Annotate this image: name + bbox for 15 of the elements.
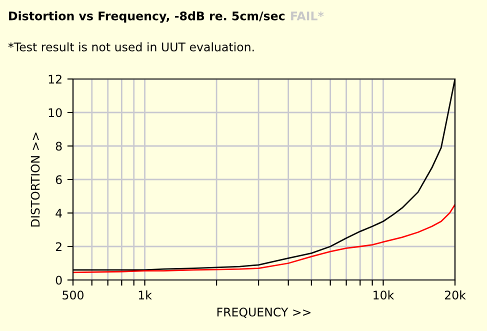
x-tick-label: 500 [62, 290, 84, 300]
y-axis-title: DISTORTION >> [30, 132, 40, 226]
y-tick-label: 6 [56, 175, 62, 184]
x-axis-title: FREQUENCY >> [217, 308, 310, 318]
x-tick-label: 1k [138, 290, 152, 300]
y-tick-label: 2 [56, 242, 62, 251]
text: *Test result is not used in UUT evaluation. [8, 42, 254, 52]
x-tick-label: 20k [444, 290, 466, 300]
chart-title: Distortion vs Frequency, -8dB re. 5cm/sec [9, 11, 285, 23]
y-tick-label: 0 [56, 276, 62, 285]
y-tick-label: 10 [48, 108, 62, 118]
y-tick-label: 8 [56, 142, 62, 151]
y-tick-label: 4 [56, 208, 62, 218]
y-tick-label: 12 [48, 74, 62, 84]
x-tick-label: 10k [374, 290, 394, 300]
